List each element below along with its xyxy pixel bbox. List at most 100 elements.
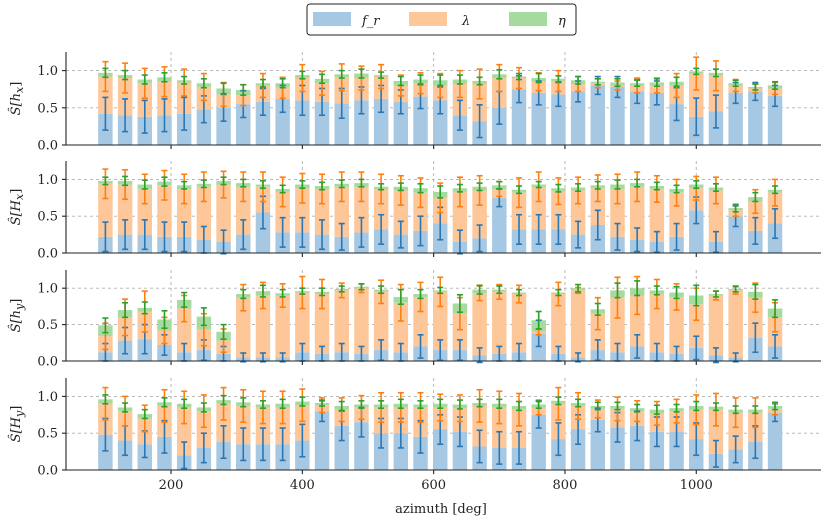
- errorbar-fr-1-2: [141, 99, 148, 134]
- errorbar-eta-4-9: [279, 398, 286, 409]
- bar-fr-2-32: [728, 216, 743, 253]
- errorbar-fr-1-30: [693, 97, 700, 137]
- y-tick-label-4-1: 0.5: [37, 427, 58, 442]
- errorbar-eta-3-3: [161, 309, 168, 330]
- errorbar-eta-1-27: [634, 79, 641, 88]
- errorbar-eta-1-25: [594, 77, 601, 86]
- errorbar-eta-3-26: [614, 282, 621, 299]
- errorbar-fr-3-8: [259, 352, 266, 363]
- errorbar-fr-4-20: [496, 430, 503, 465]
- bar-fr-1-13: [354, 100, 369, 145]
- bar-fr-1-25: [590, 85, 606, 145]
- bar-fr-1-23: [551, 94, 566, 145]
- errorbar-fr-3-9: [279, 352, 286, 363]
- bar-lambda-2-1: [117, 184, 133, 235]
- errorbar-eta-4-27: [634, 403, 641, 413]
- bar-lambda-3-32: [728, 290, 743, 358]
- panels: 0.0 0.5 1.0 Ŝ[hx] 0.0 0.5 1.0 Ŝ[Hx] 0.0 0.5 1.0 Ŝ[h…: [7, 52, 821, 493]
- errorbar-eta-4-33: [752, 405, 759, 415]
- errorbar-eta-4-2: [141, 408, 148, 420]
- bar-fr-1-26: [610, 86, 625, 145]
- bar-lambda-1-19: [472, 83, 487, 122]
- errorbar-eta-3-25: [594, 302, 601, 316]
- errorbar-eta-2-29: [673, 184, 680, 194]
- bar-fr-1-34: [767, 95, 783, 145]
- bar-lambda-4-4: [176, 407, 192, 456]
- bars-panel-4: [98, 399, 783, 470]
- errorbar-eta-1-12: [338, 69, 345, 79]
- legend-swatch-fr: [313, 12, 351, 26]
- bar-lambda-3-17: [432, 291, 448, 351]
- bar-fr-4-18: [452, 431, 468, 470]
- bar-lambda-2-9: [275, 191, 290, 233]
- bar-fr-4-13: [354, 422, 369, 470]
- errorbar-eta-3-23: [555, 288, 562, 297]
- bar-lambda-3-15: [393, 302, 409, 353]
- errorbar-eta-2-25: [594, 180, 601, 190]
- errorbar-eta-4-8: [259, 400, 266, 409]
- errorbar-eta-4-17: [437, 398, 444, 409]
- errorbar-eta-2-13: [358, 178, 365, 188]
- x-tick-label-0: 200: [159, 478, 184, 493]
- errorbar-fr-4-21: [516, 430, 522, 465]
- errorbar-fr-1-19: [476, 104, 483, 139]
- panel-3: 0.0 0.5 1.0 Ŝ[hy]: [7, 270, 821, 370]
- x-tick-label-4: 1000: [680, 478, 713, 493]
- errorbar-eta-2-15: [397, 182, 404, 192]
- errorbar-eta-1-0: [102, 67, 109, 79]
- errorbar-fr-2-13: [358, 216, 365, 248]
- errorbar-eta-2-23: [555, 183, 562, 193]
- errorbar-eta-1-9: [279, 77, 286, 89]
- y-tick-label-3-2: 1.0: [37, 282, 58, 297]
- bar-fr-1-11: [314, 101, 330, 145]
- errorbar-eta-2-33: [752, 191, 759, 203]
- bar-lambda-2-27: [629, 186, 645, 240]
- y-axis-label-2: Ŝ[Hx]: [7, 189, 26, 226]
- bar-fr-4-15: [393, 433, 409, 470]
- errorbar-eta-2-26: [614, 179, 621, 190]
- errorbar-fr-1-1: [122, 98, 129, 133]
- errorbar-eta-1-11: [319, 73, 326, 85]
- errorbar-eta-2-24: [575, 183, 582, 192]
- errorbar-eta-3-7: [240, 288, 247, 300]
- errorbar-eta-2-19: [476, 182, 483, 192]
- errorbar-eta-4-20: [496, 398, 503, 409]
- bar-lambda-4-31: [708, 409, 724, 454]
- errorbar-fr-2-22: [535, 213, 542, 245]
- y-axis-label-3: Ŝ[hy]: [7, 299, 26, 333]
- bar-lambda-2-11: [314, 188, 330, 235]
- errorbar-eta-3-18: [456, 293, 463, 314]
- errorbar-eta-1-19: [476, 76, 483, 86]
- bar-lambda-3-8: [255, 295, 271, 358]
- bar-fr-1-28: [649, 92, 665, 145]
- errorbar-fr-2-33: [752, 216, 759, 245]
- y-tick-label-1-2: 1.0: [37, 64, 58, 79]
- errorbar-eta-2-9: [279, 184, 286, 194]
- bar-lambda-4-8: [255, 407, 271, 445]
- errorbar-eta-2-22: [535, 180, 542, 189]
- bar-fr-1-21: [511, 89, 527, 145]
- errorbar-eta-3-14: [378, 285, 385, 295]
- errorbar-eta-1-17: [437, 74, 444, 87]
- bar-fr-4-27: [629, 425, 645, 470]
- errorbar-eta-1-33: [752, 83, 759, 91]
- errorbar-eta-4-15: [397, 398, 404, 409]
- errorbar-eta-3-13: [358, 283, 365, 291]
- errorbar-eta-1-7: [240, 83, 247, 96]
- errorbar-eta-3-15: [397, 288, 404, 306]
- bar-fr-1-7: [236, 104, 251, 145]
- errorbar-fr-2-21: [516, 213, 522, 245]
- bar-lambda-4-23: [551, 403, 566, 440]
- bar-lambda-4-6: [216, 403, 231, 443]
- errorbar-eta-4-26: [614, 401, 621, 411]
- errorbar-fr-2-24: [575, 220, 582, 249]
- bar-fr-1-15: [393, 101, 409, 145]
- bar-fr-2-8: [255, 212, 271, 253]
- errorbar-fr-2-6: [220, 229, 227, 255]
- bar-fr-4-29: [669, 431, 684, 470]
- bar-lambda-3-29: [669, 296, 684, 354]
- errorbar-fr-3-16: [417, 333, 424, 359]
- errorbar-fr-4-23: [555, 422, 562, 457]
- bar-lambda-4-5: [196, 411, 212, 448]
- errorbar-fr-2-31: [712, 230, 719, 254]
